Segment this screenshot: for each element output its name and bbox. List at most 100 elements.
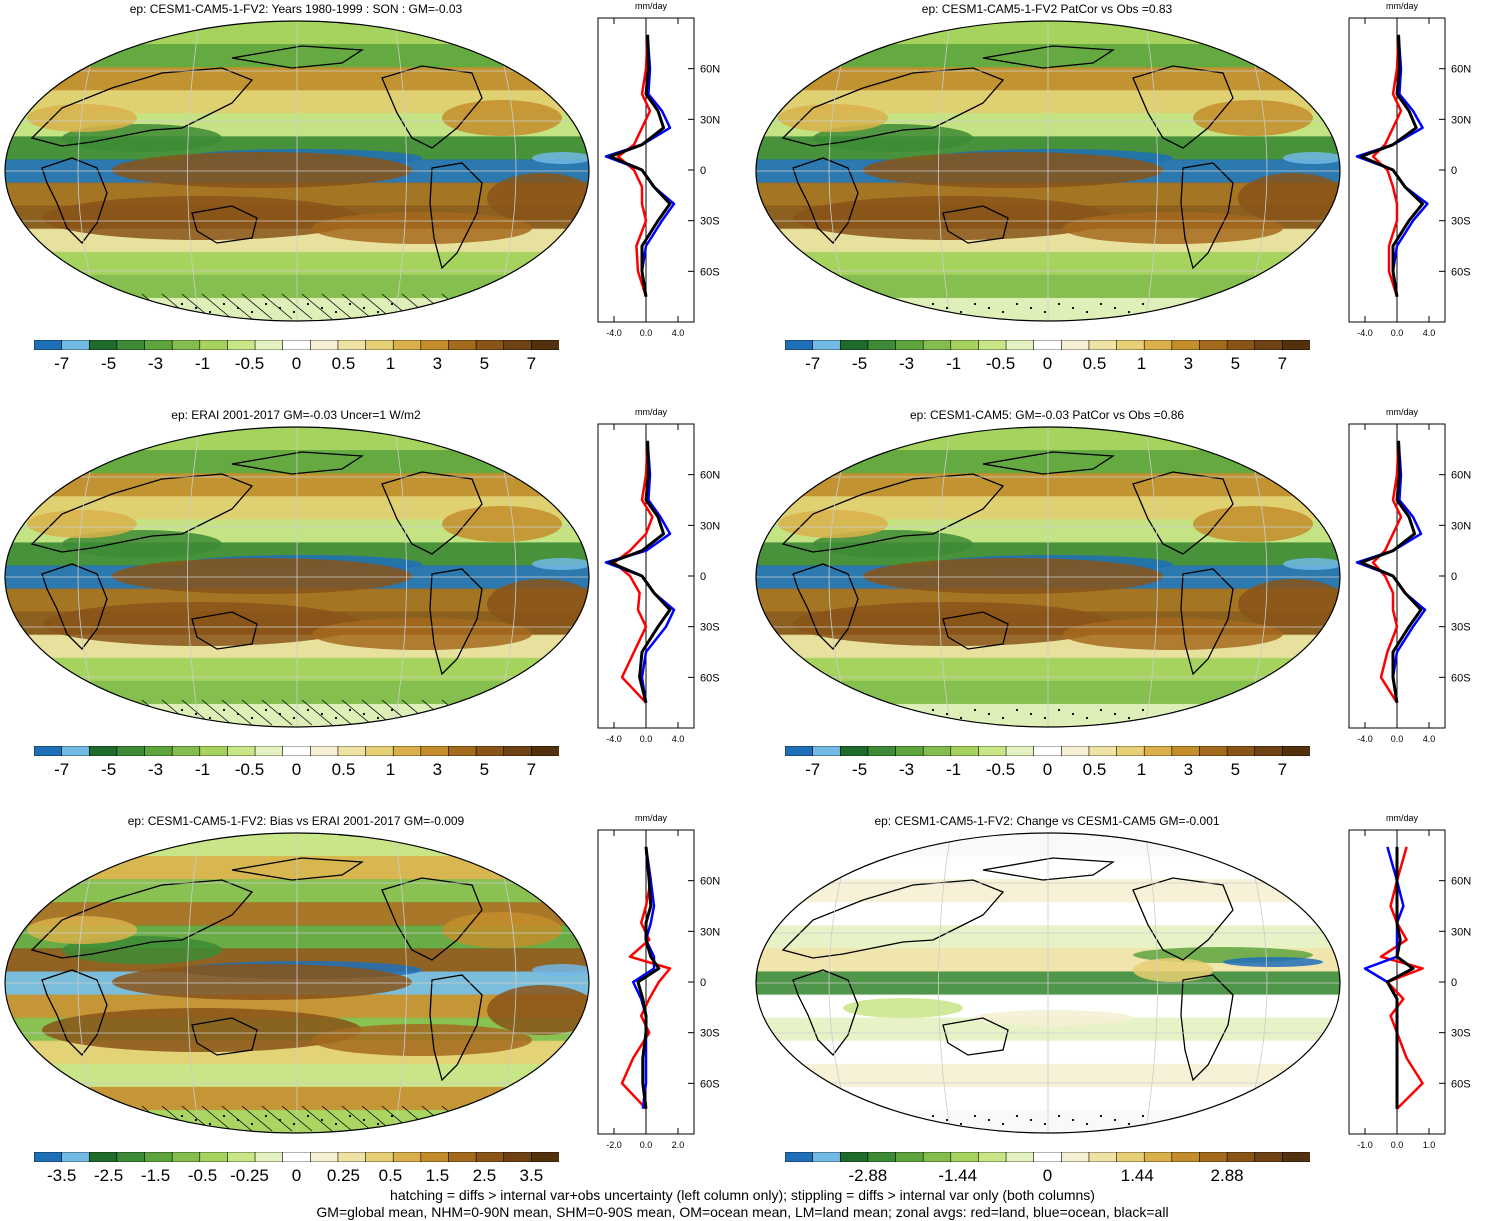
- stipple-dot: [348, 1114, 352, 1118]
- hatch-line: [241, 699, 273, 726]
- colorbar-swatch: [867, 1152, 897, 1162]
- colorbar-swatch: [503, 340, 533, 350]
- panel-title: ep: CESM1-CAM5-1-FV2 PatCor vs Obs =0.83: [921, 2, 1173, 16]
- colorbar-swatch: [475, 746, 505, 756]
- hatch-line: [281, 1105, 313, 1132]
- stipple-dot: [180, 708, 184, 712]
- hatch-line: [301, 1105, 333, 1132]
- stipple-dot: [306, 1114, 310, 1118]
- map-border: [755, 20, 1341, 322]
- colorbar-tick-label: -0.5: [234, 354, 265, 373]
- zonal-y-tick-label: 0: [700, 165, 706, 177]
- hatch-line: [261, 293, 293, 320]
- map-fill: [756, 427, 1340, 727]
- stipple-dot: [1099, 1114, 1103, 1118]
- panel-cesm1-fv2-patcor: ep: CESM1-CAM5-1-FV2 PatCor vs Obs =0.83…: [751, 0, 1485, 405]
- colorbar-tick-label: 7: [526, 760, 537, 779]
- colorbar-tick-label: 0.5: [331, 760, 356, 779]
- colorbar-tick-label: 0: [1042, 354, 1053, 373]
- colorbar-tick-label: 0: [291, 1166, 302, 1185]
- stipple-dot: [1113, 1118, 1117, 1122]
- stipple-dot: [390, 1114, 394, 1118]
- colorbar-tick-label: 7: [526, 354, 537, 373]
- zonal-x-tick-label: 4.0: [1423, 328, 1436, 338]
- world-map: [4, 20, 590, 322]
- continent-outline: [41, 563, 108, 650]
- colorbar-swatch: [531, 1152, 559, 1162]
- continent-outline: [429, 568, 483, 676]
- colorbar-swatch: [1226, 340, 1256, 350]
- continent-outline: [1180, 568, 1234, 676]
- world-map: [4, 832, 590, 1134]
- colorbar-tick-label: -0.25: [230, 1166, 269, 1185]
- stipple-dot: [208, 716, 212, 720]
- hatch-line: [461, 293, 493, 320]
- graticule-meridian: [393, 833, 407, 1133]
- stipple-dot: [1029, 712, 1033, 716]
- colorbar-swatch: [144, 746, 173, 756]
- stipple-dot: [250, 716, 254, 720]
- colorbar-swatch: [1199, 340, 1228, 350]
- stipple-dot: [390, 302, 394, 306]
- colorbar-tick-label: 3: [1183, 354, 1194, 373]
- continent-outline: [942, 611, 1009, 650]
- zonal-x-tick-label: -4.0: [1357, 734, 1373, 744]
- graticule-meridian: [187, 427, 201, 727]
- stipple-dot: [1029, 1118, 1033, 1122]
- colorbar-swatch: [1171, 746, 1201, 756]
- colorbar-swatch: [950, 340, 980, 350]
- hatch-line: [341, 1105, 373, 1132]
- stipple-dot: [1071, 306, 1075, 310]
- zonal-x-tick-label: 4.0: [1423, 734, 1436, 744]
- colorbar-swatch: [895, 746, 924, 756]
- zonal-y-tick-label: 60N: [700, 876, 720, 888]
- stipple-dot: [320, 1118, 324, 1122]
- hatch-line: [281, 293, 313, 320]
- stipple-dot: [1001, 1122, 1005, 1126]
- colorbar-tick-label: 5: [1230, 760, 1241, 779]
- stipple-dot: [1057, 708, 1061, 712]
- colorbar-swatch: [785, 746, 814, 756]
- continent-outline: [1180, 162, 1234, 270]
- stipple-dot: [1085, 310, 1089, 314]
- graticule-meridian: [393, 427, 407, 727]
- zonal-unit-label: mm/day: [1386, 813, 1419, 823]
- zonal-x-tick-label: 2.0: [672, 1140, 685, 1150]
- colorbar-swatch: [420, 746, 450, 756]
- colorbar-tick-label: 1: [385, 354, 396, 373]
- colorbar-tick-label: -1: [194, 760, 211, 779]
- stipple-dot: [959, 716, 963, 720]
- colorbar-swatch: [227, 746, 256, 756]
- field-region: [778, 510, 888, 538]
- colorbar-swatch: [531, 340, 559, 350]
- field-region: [532, 964, 589, 976]
- field-region: [27, 510, 137, 538]
- zonal-unit-label: mm/day: [635, 1, 668, 11]
- colorbar-tick-label: 3.5: [519, 1166, 544, 1185]
- stipple-dot: [1057, 1114, 1061, 1118]
- hatch-line: [321, 293, 353, 320]
- colorbar: [785, 1152, 1310, 1162]
- colorbar-swatch: [950, 746, 980, 756]
- field-region: [42, 1008, 362, 1052]
- zonal-unit-label: mm/day: [635, 813, 668, 823]
- colorbar-swatch: [310, 746, 339, 756]
- stipple-dot: [362, 1118, 366, 1122]
- stipple-dot: [959, 310, 963, 314]
- zonal-y-tick-label: 0: [1451, 571, 1457, 583]
- colorbar-tick-label: 5: [479, 354, 490, 373]
- colorbar-swatch: [254, 746, 284, 756]
- stipple-dot: [1057, 302, 1061, 306]
- colorbar-tick-label: -5: [101, 354, 117, 373]
- hatch-line: [261, 699, 293, 726]
- stipple-dot: [1043, 310, 1047, 314]
- graticule-meridian: [1144, 21, 1158, 321]
- colorbar-swatch: [1033, 1152, 1063, 1162]
- hatch-line: [221, 293, 253, 320]
- footnote-line-2: GM=global mean, NHM=0-90N mean, SHM=0-90…: [316, 1204, 1169, 1220]
- stipple-dot: [292, 716, 296, 720]
- continent-outline: [41, 969, 108, 1056]
- zonal-y-tick-label: 30N: [700, 926, 720, 938]
- stipple-dot: [931, 1114, 935, 1118]
- panel-cesm1-cam5: ep: CESM1-CAM5: GM=-0.03 PatCor vs Obs =…: [751, 406, 1485, 811]
